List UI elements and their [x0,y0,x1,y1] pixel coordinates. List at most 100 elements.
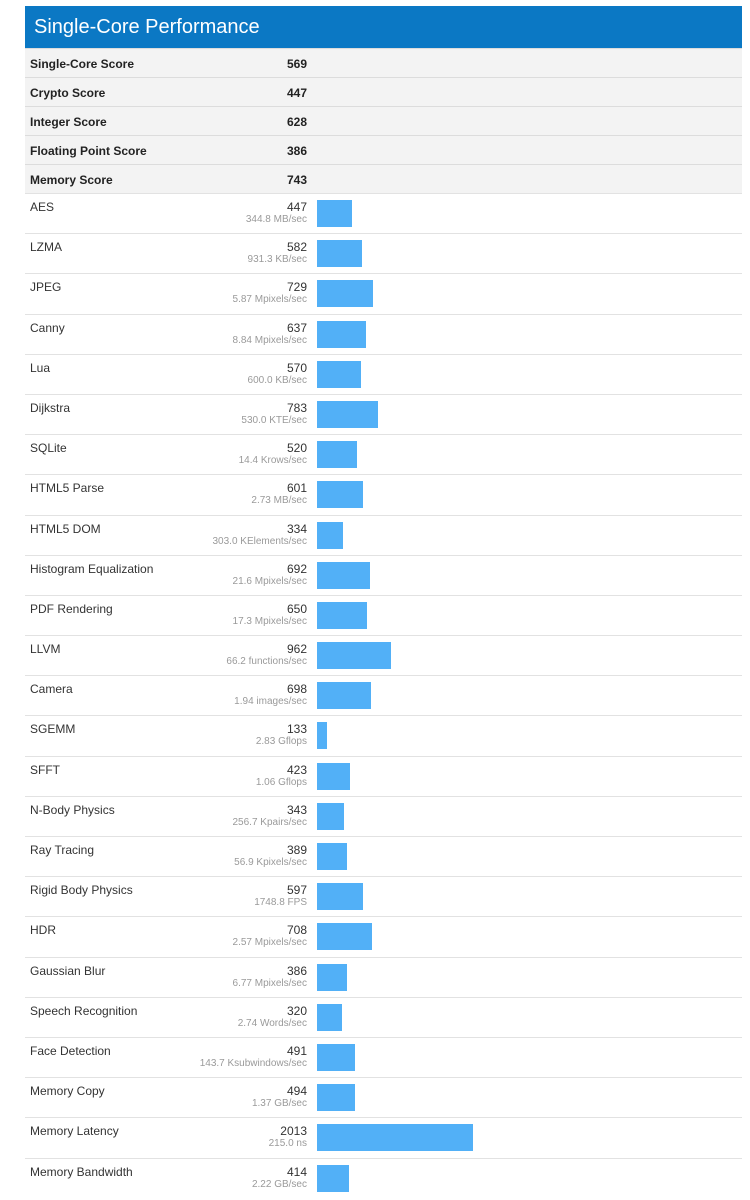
benchmark-name: LLVM [30,642,61,657]
benchmark-name: Canny [30,320,65,335]
benchmark-name: Face Detection [30,1043,111,1058]
benchmark-score: 389 [286,843,307,857]
benchmark-row: Speech Recognition 320 2.74 Words/sec [25,996,742,1037]
benchmark-name: SGEMM [30,722,76,737]
benchmark-name: SFFT [30,762,60,777]
summary-score-name: Crypto Score [30,86,106,100]
benchmark-rate: 2.74 Words/sec [237,1017,307,1029]
summary-score-name: Single-Core Score [30,57,135,71]
benchmark-name: Camera [30,682,73,697]
benchmark-score: 520 [286,441,307,456]
benchmark-score: 570 [286,360,307,375]
benchmark-score: 386 [286,963,307,978]
benchmark-score: 650 [286,601,307,616]
summary-score-value: 743 [286,173,307,187]
summary-score-value: 386 [286,144,307,158]
benchmark-score: 491 [286,1043,307,1058]
benchmark-rate: 1748.8 FPS [254,897,307,909]
benchmark-row: Canny 637 8.84 Mpixels/sec [25,313,742,354]
benchmark-rate: 1.94 images/sec [234,696,307,708]
benchmark-name: Ray Tracing [30,843,95,857]
benchmark-bar [317,400,378,428]
benchmark-rate: 21.6 Mpixels/sec [232,575,307,587]
benchmark-rate: 530.0 KTE/sec [241,414,307,426]
benchmark-row: SGEMM 133 2.83 Gflops [25,715,742,756]
benchmark-score: 708 [286,923,307,938]
benchmark-score: 343 [286,802,307,817]
benchmark-rate: 344.8 MB/sec [245,214,307,225]
benchmark-row: Memory Copy 494 1.37 GB/sec [25,1077,742,1118]
summary-score-name: Floating Point Score [30,144,147,158]
benchmark-score: 729 [286,280,307,295]
benchmark-score: 2013 [280,1124,307,1139]
summary-score-row: Crypto Score 447 [25,77,742,106]
benchmark-name: SQLite [30,441,67,456]
benchmark-row: LLVM 962 66.2 functions/sec [25,635,742,676]
benchmark-score: 962 [286,642,307,657]
summary-score-row: Memory Score 743 [25,164,742,193]
benchmark-bar [317,561,371,589]
benchmark-bar [317,1124,473,1152]
benchmark-rate: 2.57 Mpixels/sec [232,937,307,949]
benchmark-row: Ray Tracing 389 56.9 Kpixels/sec [25,836,742,877]
benchmark-bar [317,762,350,790]
summary-score-name: Memory Score [30,173,113,187]
benchmark-bar [317,963,347,991]
summary-score-row: Integer Score 628 [25,106,742,135]
benchmark-rate: 931.3 KB/sec [247,254,307,266]
summary-score-name: Integer Score [30,115,107,129]
benchmark-score: 692 [286,561,307,576]
benchmark-rate: 6.77 Mpixels/sec [232,977,307,989]
benchmark-bar [317,722,328,750]
benchmark-bar [317,1003,342,1031]
benchmark-bar [317,1043,355,1071]
benchmark-row: PDF Rendering 650 17.3 Mpixels/sec [25,594,742,636]
benchmark-score: 582 [286,240,307,255]
benchmark-name: Histogram Equalization [30,561,154,576]
benchmark-score: 601 [286,481,307,496]
benchmark-list: AES 447 344.8 MB/sec LZMA 582 931.3 KB/sec JPE… [25,193,742,1198]
benchmark-score: 698 [286,682,307,697]
benchmark-bar [317,601,368,629]
benchmark-row: Memory Bandwidth 414 2.22 GB/sec [25,1157,742,1198]
summary-score-value: 447 [286,86,307,100]
benchmark-name: Dijkstra [30,400,71,415]
benchmark-row: Camera 698 1.94 images/sec [25,675,742,716]
benchmark-name: JPEG [30,280,62,295]
benchmark-bar [317,441,358,469]
benchmark-name: PDF Rendering [30,601,113,616]
benchmark-rate: 2.83 Gflops [255,736,307,748]
benchmark-row: HDR 708 2.57 Mpixels/sec [25,916,742,957]
benchmark-score: 447 [286,200,307,214]
benchmark-bar [317,481,364,509]
benchmark-rate: 2.73 MB/sec [251,495,307,507]
benchmark-rate: 143.7 Ksubwindows/sec [199,1057,307,1069]
panel-title: Single-Core Performance [34,16,260,38]
benchmark-rate: 8.84 Mpixels/sec [232,334,307,346]
benchmark-rate: 17.3 Mpixels/sec [232,615,307,627]
benchmark-bar [317,883,364,911]
benchmark-row: Lua 570 600.0 KB/sec [25,353,742,394]
benchmark-name: LZMA [30,240,63,255]
benchmark-bar [317,802,344,830]
benchmark-rate: 1.37 GB/sec [251,1098,307,1110]
benchmark-row: HTML5 DOM 334 303.0 KElements/sec [25,514,742,555]
benchmark-name: Speech Recognition [30,1003,138,1018]
benchmark-score: 637 [286,320,307,335]
summary-score-row: Floating Point Score 386 [25,135,742,164]
benchmark-name: Lua [30,360,51,375]
benchmark-name: HDR [30,923,56,938]
summary-scores: Single-Core Score 569 Crypto Score 447 Integ… [25,48,742,193]
benchmark-name: Memory Copy [30,1084,105,1099]
benchmark-rate: 56.9 Kpixels/sec [234,857,307,868]
benchmark-score: 334 [286,521,307,536]
benchmark-row: SFFT 423 1.06 Gflops [25,755,742,796]
benchmark-bar [317,200,352,227]
benchmark-bar [317,280,374,308]
benchmark-row: JPEG 729 5.87 Mpixels/sec [25,273,742,314]
benchmark-name: AES [30,200,55,214]
benchmark-rate: 215.0 ns [268,1138,307,1150]
benchmark-score: 414 [286,1164,307,1179]
benchmark-name: HTML5 DOM [30,521,101,536]
benchmark-bar [317,923,372,951]
